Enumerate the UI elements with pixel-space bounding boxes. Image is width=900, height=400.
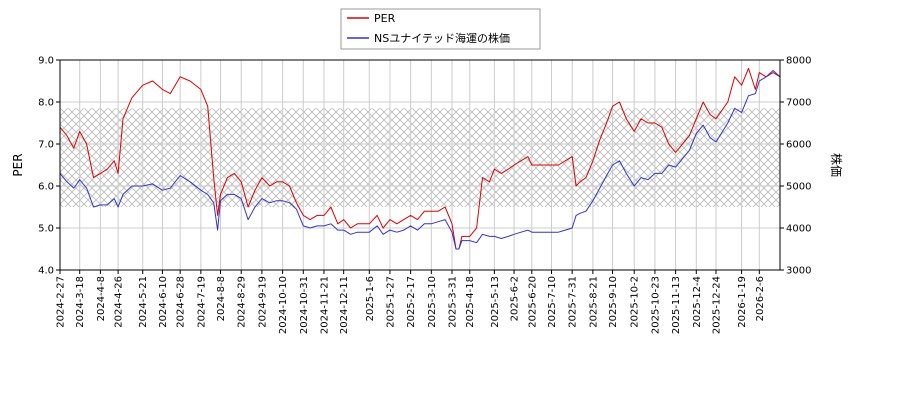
x-tick-label: 2024-7-19 xyxy=(196,276,207,328)
x-tick-label: 2026-2-6 xyxy=(755,276,766,321)
x-tick-label: 2025-12-24 xyxy=(711,276,722,334)
x-tick-label: 2025-6-20 xyxy=(527,276,538,328)
legend: PER NSユナイテッド海運の株価 xyxy=(340,8,541,50)
x-tick-label: 2025-2-17 xyxy=(406,276,417,328)
x-tick-label: 2025-10-2 xyxy=(630,276,641,328)
legend-label-per: PER xyxy=(374,12,396,25)
left-tick-label: 7.0 xyxy=(38,140,54,151)
x-tick-label: 2025-12-4 xyxy=(692,276,703,328)
shaded-band xyxy=(60,108,780,207)
left-tick-label: 5.0 xyxy=(38,224,54,235)
plot-frame xyxy=(59,59,781,271)
right-axis-title: 株価 xyxy=(829,153,844,177)
x-tick-label: 2025-8-21 xyxy=(588,276,599,328)
series-line-stock-price xyxy=(60,70,780,250)
x-tick-label: 2024-10-10 xyxy=(278,276,289,334)
x-tick-label: 2024-6-10 xyxy=(158,276,169,328)
x-axis: 2024-2-27 2024-3-18 2024-4-8 2024-4-26 2024-… xyxy=(56,270,766,334)
legend-box xyxy=(340,8,541,50)
x-tick-label: 2024-11-21 xyxy=(319,276,330,334)
right-tick-label: 5000 xyxy=(786,182,811,193)
x-tick-label: 2025-1-27 xyxy=(385,276,396,328)
x-tick-label: 2024-4-8 xyxy=(96,276,107,321)
x-tick-label: 2025-6-2 xyxy=(510,276,521,321)
right-axis: 3000 4000 5000 6000 7000 8000 xyxy=(780,56,811,277)
right-tick-label: 3000 xyxy=(786,266,811,277)
right-tick-label: 6000 xyxy=(786,140,811,151)
x-tick-label: 2024-2-27 xyxy=(56,276,67,328)
x-tick-label: 2024-6-28 xyxy=(176,276,187,328)
x-tick-label: 2025-3-31 xyxy=(448,276,459,328)
x-tick-label: 2024-4-26 xyxy=(114,276,125,328)
right-tick-label: 8000 xyxy=(786,56,811,67)
left-tick-label: 8.0 xyxy=(38,98,54,109)
x-tick-label: 2026-1-19 xyxy=(737,276,748,328)
x-tick-label: 2024-3-18 xyxy=(75,276,86,328)
left-tick-label: 6.0 xyxy=(38,182,54,193)
x-tick-label: 2024-9-19 xyxy=(257,276,268,328)
legend-label-price: NSユナイテッド海運の株価 xyxy=(374,31,510,45)
left-axis: 4.0 5.0 6.0 7.0 8.0 9.0 xyxy=(38,56,60,277)
x-tick-label: 2024-12-11 xyxy=(339,276,350,334)
x-tick-label: 2025-9-10 xyxy=(608,276,619,328)
grid xyxy=(59,59,780,271)
x-tick-label: 2024-10-31 xyxy=(299,276,310,334)
left-axis-title: PER xyxy=(11,153,25,176)
x-tick-label: 2025-5-13 xyxy=(490,276,501,328)
x-tick-label: 2025-10-23 xyxy=(650,276,661,334)
x-tick-label: 2025-3-10 xyxy=(427,276,438,328)
right-tick-label: 7000 xyxy=(786,98,811,109)
left-tick-label: 9.0 xyxy=(38,56,54,67)
x-tick-label: 2024-5-21 xyxy=(138,276,149,328)
x-tick-label: 2024-8-8 xyxy=(216,276,227,321)
series-layer xyxy=(60,67,780,250)
right-tick-label: 4000 xyxy=(786,224,811,235)
x-tick-label: 2024-8-29 xyxy=(237,276,248,328)
series-line-per xyxy=(60,67,780,250)
x-tick-label: 2025-7-31 xyxy=(568,276,579,328)
x-tick-label: 2025-1-6 xyxy=(365,276,376,321)
left-tick-label: 4.0 xyxy=(38,266,54,277)
x-tick-label: 2025-11-13 xyxy=(671,276,682,334)
x-tick-label: 2025-7-10 xyxy=(547,276,558,328)
x-tick-label: 2025-4-18 xyxy=(465,276,476,328)
